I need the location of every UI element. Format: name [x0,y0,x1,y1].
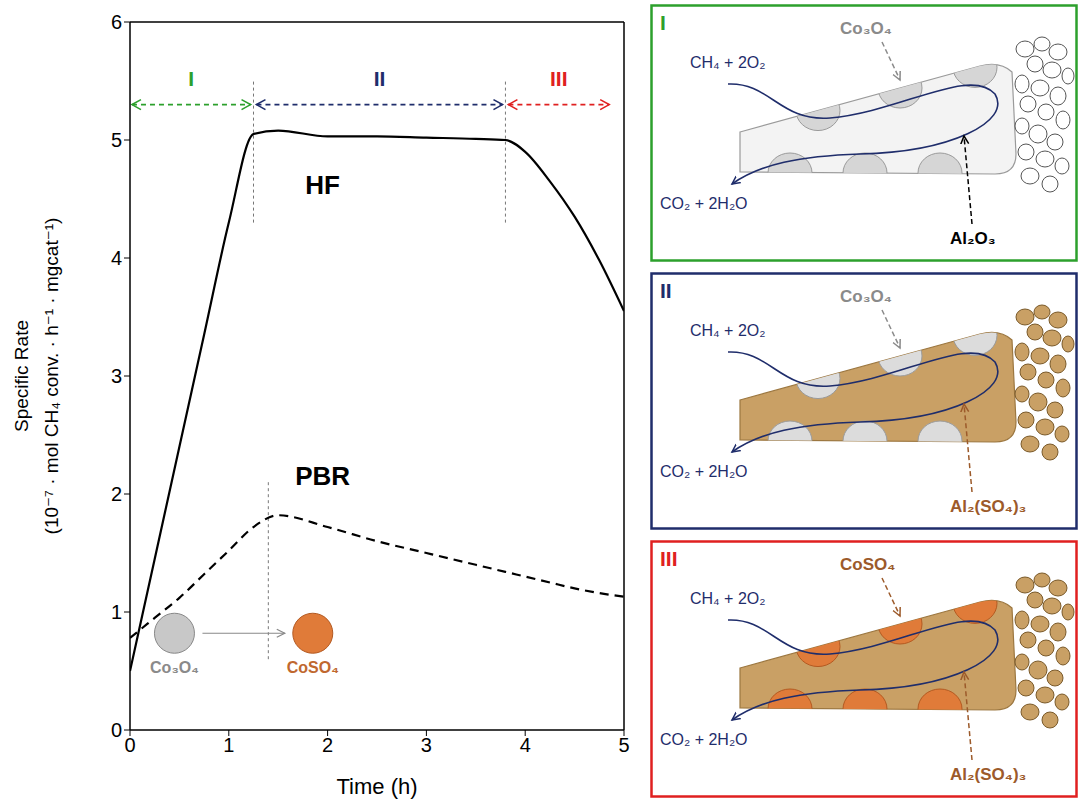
svg-text:I: I [660,11,666,34]
svg-text:CO₂ + 2H₂O: CO₂ + 2H₂O [660,195,748,212]
svg-text:2: 2 [111,483,122,505]
svg-text:5: 5 [618,734,629,756]
svg-text:1: 1 [223,734,234,756]
svg-text:CH₄ + 2O₂: CH₄ + 2O₂ [690,322,765,339]
svg-text:Specific Rate: Specific Rate [11,320,32,432]
svg-text:6: 6 [111,11,122,33]
svg-text:0: 0 [124,734,135,756]
svg-text:4: 4 [111,247,122,269]
svg-text:Time (h): Time (h) [336,774,417,799]
svg-text:I: I [188,67,194,90]
svg-text:II: II [374,67,386,90]
svg-text:III: III [660,547,678,570]
svg-text:0: 0 [111,719,122,741]
svg-text:CH₄ + 2O₂: CH₄ + 2O₂ [690,54,765,71]
svg-text:II: II [660,279,672,302]
svg-text:Al₂(SO₄)₃: Al₂(SO₄)₃ [950,765,1026,784]
svg-text:CO₂ + 2H₂O: CO₂ + 2H₂O [660,463,748,480]
svg-text:III: III [550,67,568,90]
svg-text:4: 4 [520,734,531,756]
svg-text:CO₂ + 2H₂O: CO₂ + 2H₂O [660,731,748,748]
svg-text:Co₃O₄: Co₃O₄ [150,659,199,676]
svg-text:CoSO₄: CoSO₄ [840,555,895,574]
svg-text:3: 3 [421,734,432,756]
svg-text:Co₃O₄: Co₃O₄ [840,287,892,306]
svg-text:3: 3 [111,365,122,387]
svg-text:Al₂(SO₄)₃: Al₂(SO₄)₃ [950,497,1026,516]
svg-text:2: 2 [322,734,333,756]
svg-text:Co₃O₄: Co₃O₄ [840,19,892,38]
svg-text:CoSO₄: CoSO₄ [287,659,339,676]
svg-text:Al₂O₃: Al₂O₃ [950,229,996,248]
svg-text:(10⁻⁷ · mol CH₄ conv. · h⁻¹ ·: (10⁻⁷ · mol CH₄ conv. · h⁻¹ · mgcat⁻¹) [41,218,62,535]
svg-text:CH₄ + 2O₂: CH₄ + 2O₂ [690,590,765,607]
svg-text:1: 1 [111,601,122,623]
svg-text:PBR: PBR [295,461,350,491]
svg-text:HF: HF [305,170,340,200]
svg-text:5: 5 [111,129,122,151]
